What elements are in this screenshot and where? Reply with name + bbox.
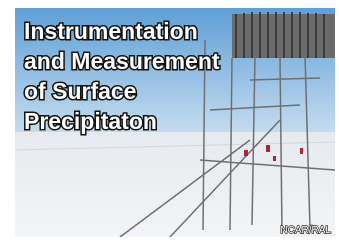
title-line: of Surface	[24, 78, 136, 104]
title-line: Instrumentation	[24, 18, 198, 44]
thumbnail: Instrumentation and Measurement of Surfa…	[0, 0, 339, 244]
page: {"title_lines": ["Instrumentation", "and…	[0, 0, 339, 244]
credit: NCAR/RAL	[280, 225, 331, 236]
title-line: Precipitaton	[24, 108, 157, 134]
title-line: and Measurement	[24, 48, 220, 74]
